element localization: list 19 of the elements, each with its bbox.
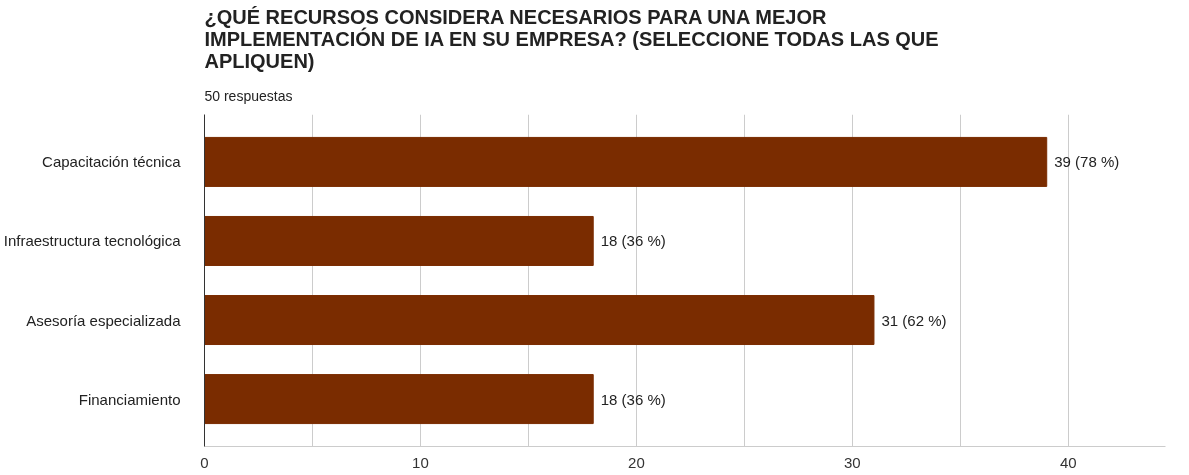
- x-tick-label: 0: [200, 453, 209, 471]
- y-tick-label: Capacitación técnica: [42, 153, 182, 171]
- x-tick-label: 40: [1059, 453, 1077, 471]
- x-tick-label: 30: [844, 453, 861, 471]
- data-label: 31 (62 %): [881, 311, 947, 329]
- chart-subtitle: 50 respuestas: [204, 87, 293, 104]
- x-tick-label: 20: [628, 453, 645, 471]
- data-label: 39 (78 %): [1054, 152, 1120, 170]
- x-tick-label: 10: [412, 453, 429, 471]
- y-tick-label: Infraestructura tecnológica: [3, 232, 182, 250]
- y-tick-label: Financiamiento: [78, 390, 181, 408]
- bar: [204, 215, 594, 266]
- bar: [204, 136, 1048, 187]
- y-tick-label: Asesoría especializada: [26, 311, 182, 329]
- chart-title: ¿QUÉ RECURSOS CONSIDERA NECESARIOS PARA UNA MEJOR IMPLEMENTACIÓN DE IA EN SU EMPRESA? (SELECCIONE TODAS LAS QUE APLIQUEN): [204, 5, 939, 72]
- bar: [204, 374, 594, 425]
- bar: [204, 295, 875, 346]
- data-label: 18 (36 %): [600, 390, 666, 408]
- data-label: 18 (36 %): [600, 231, 666, 249]
